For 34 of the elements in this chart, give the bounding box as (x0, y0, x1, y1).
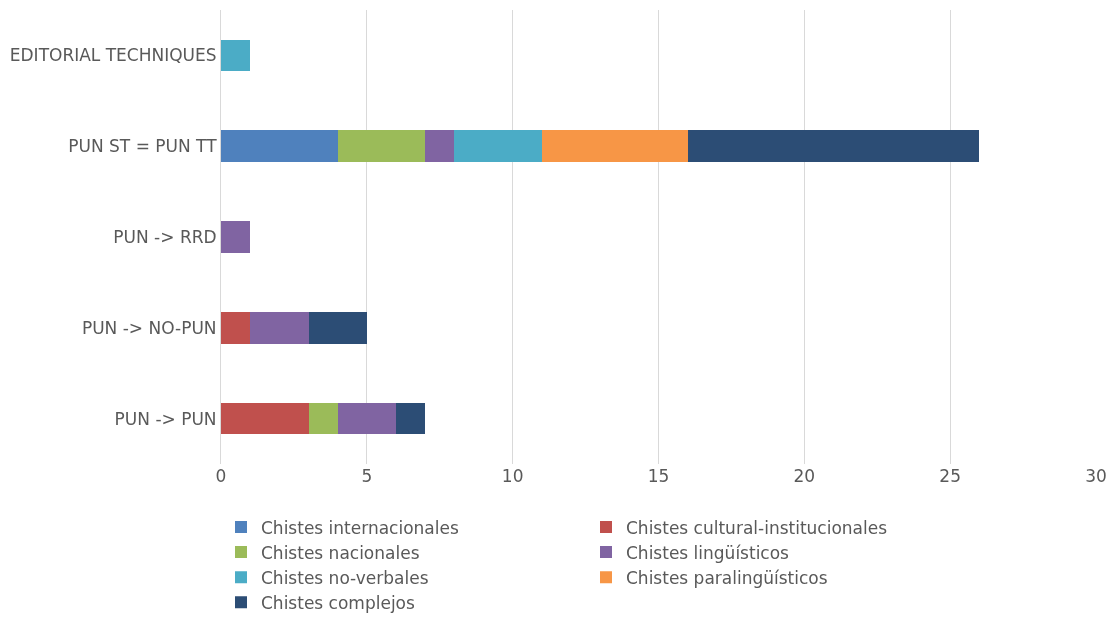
legend-label: Chistes nacionales (261, 542, 420, 563)
x-tick-label: 5 (361, 466, 373, 486)
y-tick-label: PUN -> RRD (113, 226, 217, 247)
legend-label: Chistes paralingüísticos (626, 567, 828, 588)
bar (337, 130, 426, 163)
legend-label: Chistes no-verbales (261, 567, 429, 588)
x-tick-label: 25 (939, 466, 961, 486)
x-tick-label: 30 (1085, 466, 1107, 486)
bar (221, 39, 251, 72)
legend-label: Chistes complejos (261, 592, 416, 613)
bar (396, 402, 426, 435)
bar (541, 130, 688, 163)
bar (221, 311, 251, 344)
x-tick-label: 15 (647, 466, 670, 486)
x-tick-label: 20 (793, 466, 816, 486)
bar (221, 221, 251, 253)
bar (250, 311, 309, 344)
y-tick-label: PUN -> PUN (114, 408, 217, 429)
bar (308, 311, 367, 344)
x-tick-label: 10 (501, 466, 524, 486)
bar (221, 402, 309, 435)
y-tick-label: EDITORIAL TECHNIQUES (9, 45, 217, 66)
bar (687, 130, 980, 163)
x-tick-label: 0 (215, 466, 227, 486)
bar (308, 402, 338, 435)
y-tick-label: PUN ST = PUN TT (68, 136, 218, 157)
legend-label: Chistes cultural-institucionales (626, 517, 888, 538)
legend-label: Chistes internacionales (261, 517, 459, 538)
bar (221, 130, 338, 163)
bar (454, 130, 542, 163)
legend-label: Chistes lingüísticos (626, 542, 790, 563)
bar (425, 130, 455, 163)
bar (337, 402, 396, 435)
y-tick-label: PUN -> NO-PUN (81, 317, 217, 338)
